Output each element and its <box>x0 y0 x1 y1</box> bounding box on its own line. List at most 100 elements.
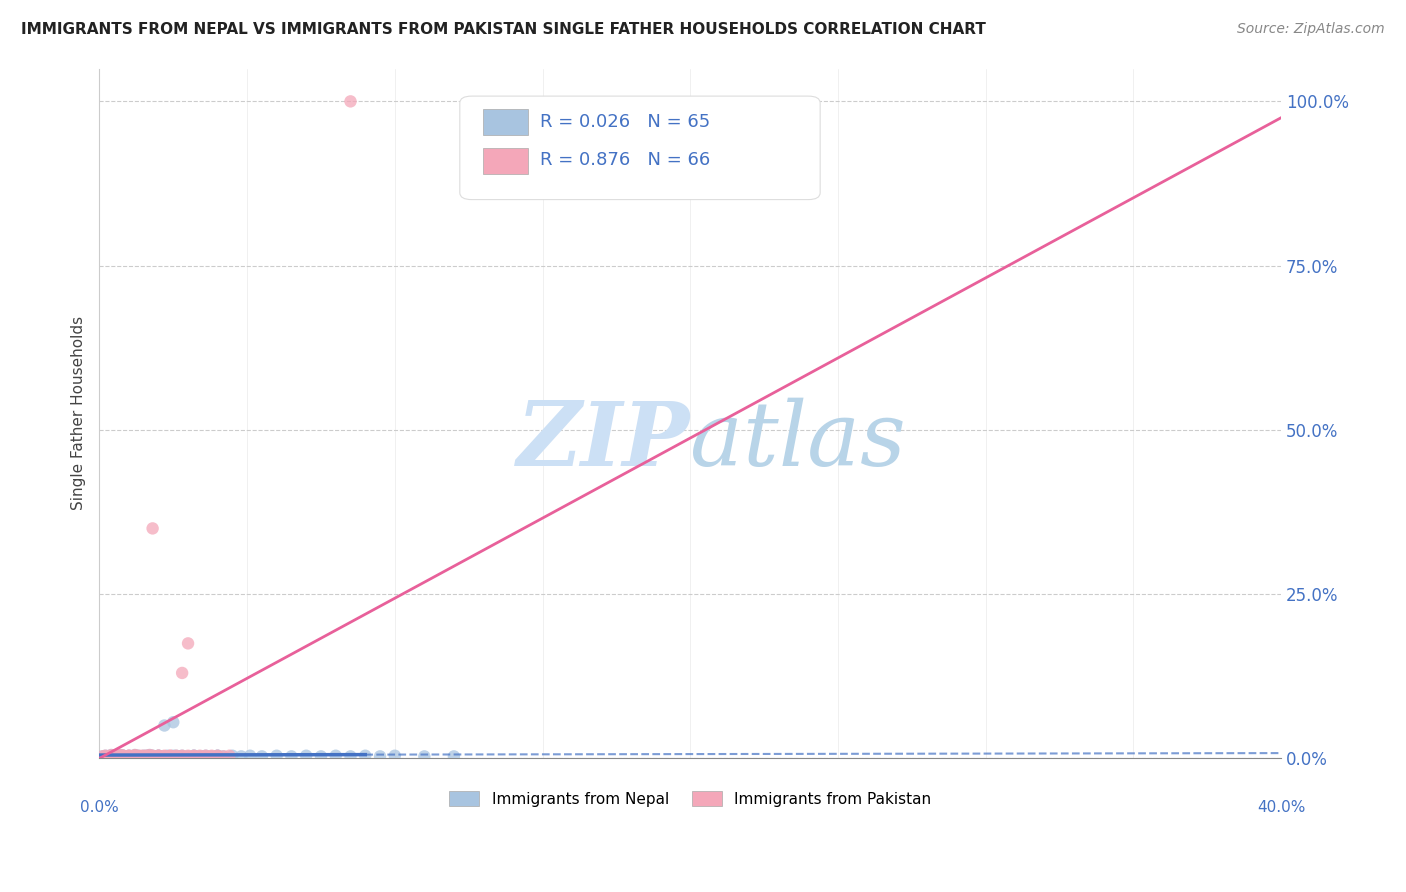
Point <box>142 748 165 763</box>
Point <box>142 748 165 763</box>
Point <box>91 749 114 764</box>
Point <box>105 749 128 764</box>
FancyBboxPatch shape <box>460 96 820 200</box>
Point <box>127 748 149 763</box>
Point <box>156 748 179 763</box>
Point <box>112 748 135 763</box>
Point <box>94 748 117 763</box>
Point <box>115 749 138 764</box>
FancyBboxPatch shape <box>484 109 529 136</box>
Point <box>145 749 167 764</box>
Point <box>159 748 181 763</box>
Point <box>165 749 187 764</box>
Point <box>207 748 229 763</box>
Point <box>183 748 205 763</box>
Point <box>413 749 436 764</box>
Point <box>142 521 165 535</box>
Point <box>153 749 176 764</box>
Point <box>221 748 243 763</box>
Point <box>172 749 194 764</box>
Point <box>239 748 262 763</box>
Point <box>207 748 229 763</box>
Point <box>129 749 152 764</box>
Point <box>100 747 122 762</box>
Point <box>153 718 176 732</box>
Point <box>148 748 170 763</box>
Legend: Immigrants from Nepal, Immigrants from Pakistan: Immigrants from Nepal, Immigrants from P… <box>443 785 938 813</box>
Point <box>103 748 125 763</box>
Point <box>212 749 235 764</box>
Point <box>105 748 128 763</box>
Point <box>132 748 155 763</box>
Point <box>194 748 217 763</box>
Point <box>177 636 200 650</box>
Point <box>135 749 157 764</box>
Point <box>112 748 135 763</box>
Point <box>112 748 135 763</box>
Point <box>172 748 194 763</box>
Point <box>142 749 165 764</box>
Point <box>183 748 205 763</box>
Point <box>194 749 217 764</box>
Point <box>129 749 152 764</box>
Point <box>105 749 128 764</box>
Point <box>135 749 157 764</box>
Point <box>165 748 187 763</box>
Point <box>172 749 194 764</box>
Point <box>153 749 176 764</box>
Point <box>165 749 187 764</box>
Point <box>108 747 131 762</box>
Point <box>218 748 240 763</box>
Text: 40.0%: 40.0% <box>1257 800 1305 814</box>
Point <box>207 748 229 763</box>
Point <box>148 748 170 763</box>
Point <box>97 749 120 764</box>
Point <box>183 749 205 764</box>
Point <box>100 747 122 762</box>
Point <box>339 95 361 109</box>
Y-axis label: Single Father Households: Single Father Households <box>72 317 86 510</box>
Text: 0.0%: 0.0% <box>80 800 120 814</box>
Point <box>207 749 229 764</box>
Point <box>194 748 217 763</box>
Point <box>201 748 224 763</box>
Point <box>325 748 347 763</box>
Point <box>148 748 170 763</box>
Point <box>118 749 141 764</box>
Point <box>118 748 141 763</box>
Point <box>138 747 160 762</box>
Point <box>124 747 146 762</box>
Point <box>97 749 120 764</box>
Point <box>132 748 155 763</box>
Point <box>121 749 143 764</box>
Point <box>127 748 149 763</box>
Point <box>124 748 146 763</box>
Point <box>159 748 181 763</box>
Point <box>191 749 214 764</box>
Point <box>188 749 211 764</box>
FancyBboxPatch shape <box>484 148 529 174</box>
Point <box>295 748 318 763</box>
Point <box>129 749 152 764</box>
Point <box>94 748 117 763</box>
Point <box>108 747 131 762</box>
Point <box>153 749 176 764</box>
Point <box>339 749 361 764</box>
Point <box>124 748 146 763</box>
Point <box>368 749 391 764</box>
Point <box>145 749 167 764</box>
Point <box>153 748 176 763</box>
Point <box>129 749 152 764</box>
Point <box>177 748 200 763</box>
Point <box>159 749 181 764</box>
Text: IMMIGRANTS FROM NEPAL VS IMMIGRANTS FROM PAKISTAN SINGLE FATHER HOUSEHOLDS CORRE: IMMIGRANTS FROM NEPAL VS IMMIGRANTS FROM… <box>21 22 986 37</box>
Point <box>135 748 157 763</box>
Point <box>150 749 173 764</box>
Point <box>384 748 406 763</box>
Point <box>148 748 170 763</box>
Point <box>280 749 302 764</box>
Point <box>118 748 141 763</box>
Point <box>162 748 184 763</box>
Point <box>124 749 146 764</box>
Point <box>188 749 211 764</box>
